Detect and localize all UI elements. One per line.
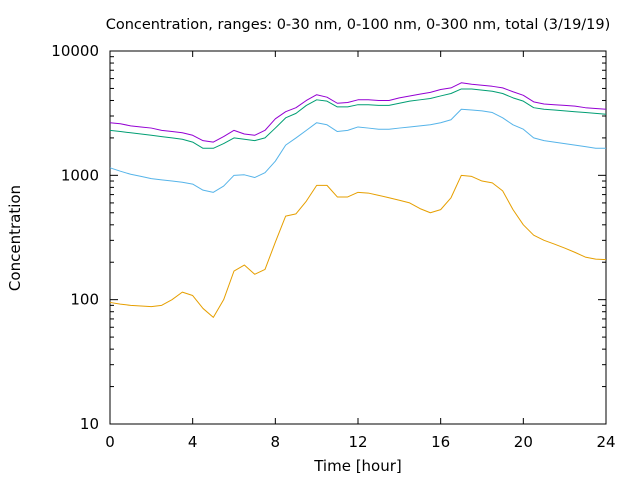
y-tick-label: 10 bbox=[80, 415, 99, 433]
x-tick-label: 0 bbox=[105, 433, 115, 451]
x-tick-label: 24 bbox=[596, 433, 615, 451]
chart-title: Concentration, ranges: 0-30 nm, 0-100 nm… bbox=[106, 17, 611, 33]
x-tick-label: 4 bbox=[188, 433, 198, 451]
x-axis: 0 4 8 12 16 20 24 bbox=[105, 51, 616, 451]
series-line-1 bbox=[109, 174, 607, 318]
series-line-3 bbox=[109, 88, 607, 149]
y-tick-label: 1000 bbox=[61, 166, 99, 184]
y-axis-label: Concentration bbox=[6, 185, 24, 291]
x-tick-label: 12 bbox=[348, 433, 367, 451]
x-tick-label: 20 bbox=[514, 433, 533, 451]
y-axis: 10 100 1000 10000 bbox=[51, 42, 606, 433]
y-tick-label: 10000 bbox=[51, 42, 99, 60]
series-layer bbox=[109, 82, 607, 318]
x-axis-label: Time [hour] bbox=[313, 457, 402, 475]
series-line-2 bbox=[109, 108, 606, 193]
x-tick-label: 16 bbox=[431, 433, 450, 451]
x-tick-label: 8 bbox=[271, 433, 281, 451]
y-tick-label: 100 bbox=[70, 291, 99, 309]
series-line-4 bbox=[109, 82, 607, 143]
